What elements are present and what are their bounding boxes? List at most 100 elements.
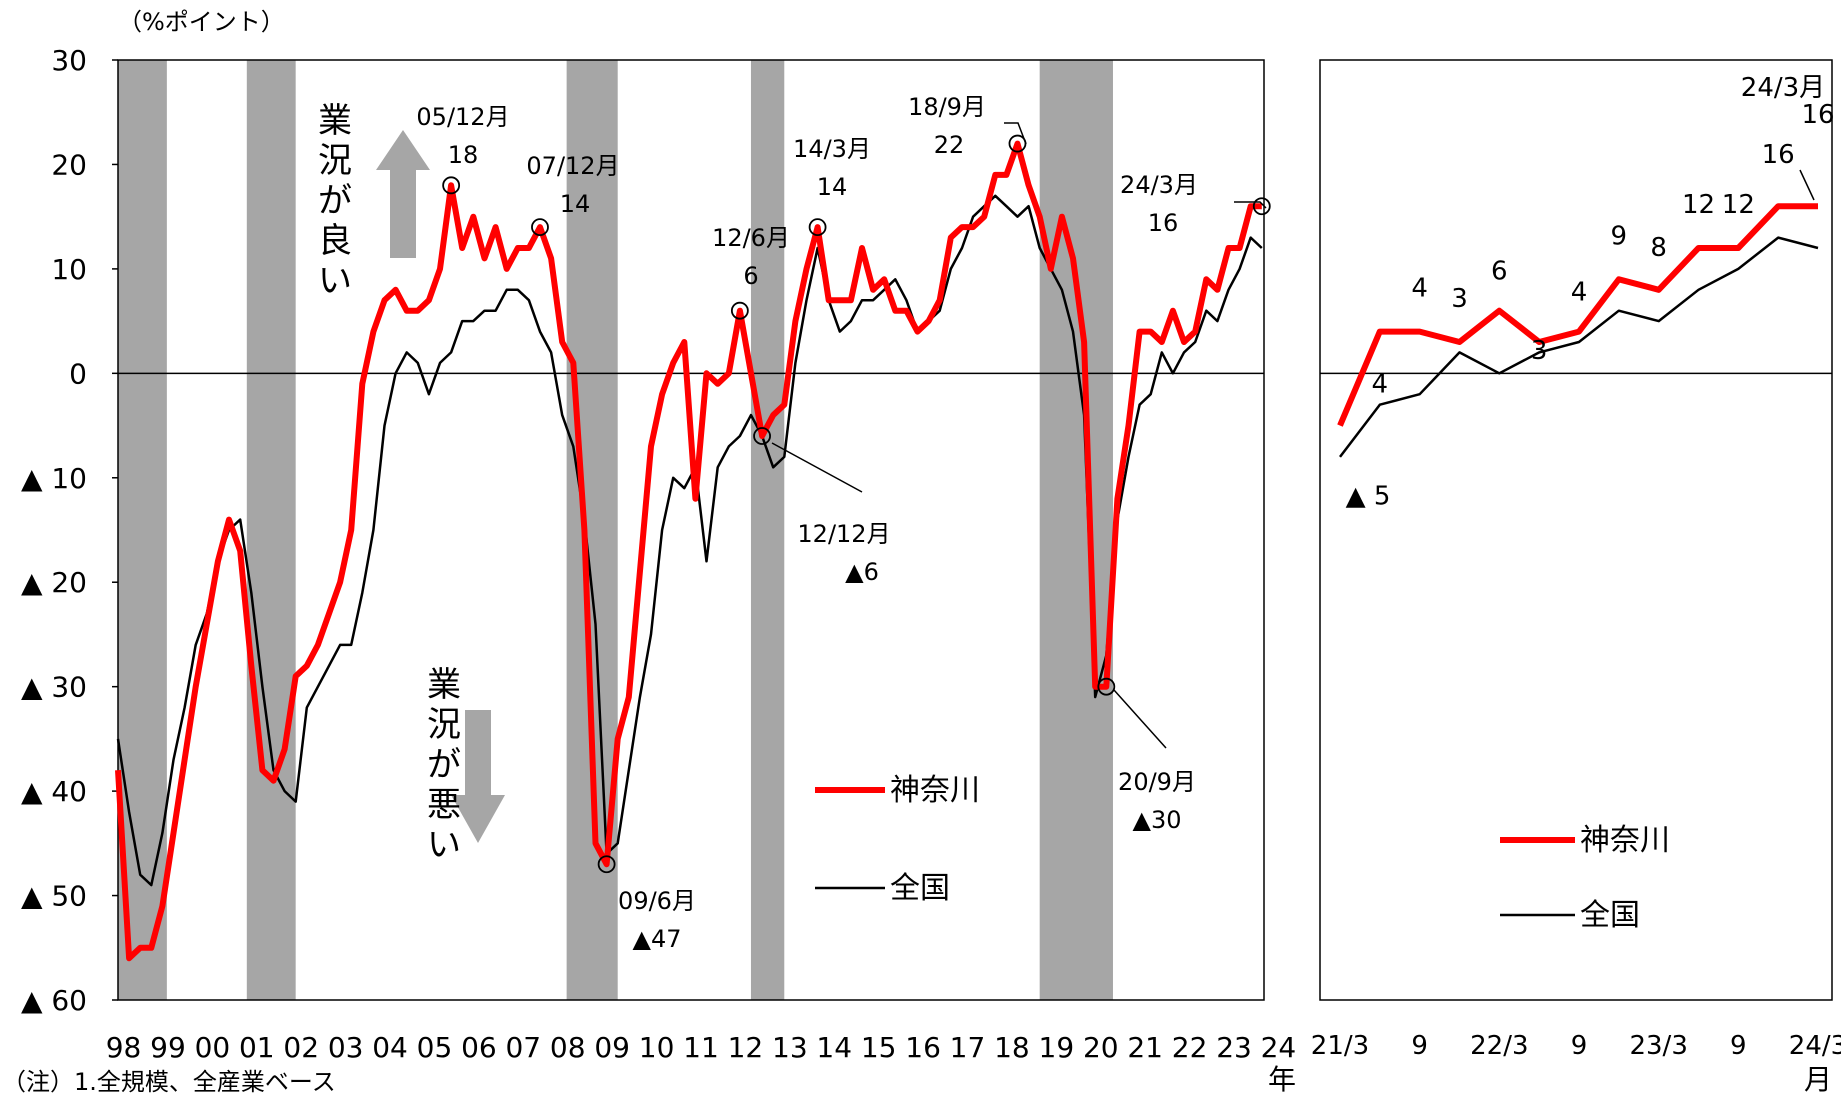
- zoom-data-label: 12: [1682, 190, 1715, 220]
- x-tick-label: 98: [106, 1031, 142, 1064]
- annotation-leader: [1234, 201, 1267, 209]
- annotation-value: 14: [560, 190, 591, 218]
- annotation-bad-char: 悪: [427, 785, 461, 825]
- annotation-date: 12/12月: [797, 520, 890, 548]
- zoom-data-label: 4: [1411, 274, 1428, 304]
- annotation-good-char: い: [318, 261, 352, 301]
- y-tick-label: ▲ 10: [21, 462, 87, 495]
- zoom-frame: [1319, 59, 1833, 1001]
- y-tick-label: ▲ 30: [21, 671, 87, 704]
- annotation-value: ▲6: [845, 558, 879, 586]
- y-tick-label: 0: [69, 357, 87, 390]
- x-tick-label: 08: [550, 1031, 586, 1064]
- recession-band: [1039, 60, 1113, 1000]
- x-tick-label: 17: [950, 1031, 986, 1064]
- legend-label-kanagawa: 神奈川: [890, 773, 980, 808]
- annotation-good: 業況が良い: [318, 101, 352, 301]
- y-tick-label: ▲ 60: [21, 984, 87, 1017]
- x-tick-label: 15: [861, 1031, 897, 1064]
- zoom-x-tick-label: 24/3: [1789, 1031, 1841, 1061]
- zoom-x-tick-label: 9: [1571, 1031, 1588, 1061]
- peak-marker: [753, 427, 771, 445]
- y-tick-label: ▲ 50: [21, 880, 87, 913]
- annotation-bad-char: が: [427, 745, 461, 785]
- zoom-data-label: 12: [1722, 190, 1755, 220]
- annotation-date: 12/6月: [712, 224, 790, 252]
- annotation-bad-char: い: [427, 825, 461, 865]
- x-tick-label: 10: [639, 1031, 675, 1064]
- zoom-data-label: 9: [1611, 221, 1628, 251]
- zoom-series-kanagawa-line: [1337, 203, 1818, 427]
- annotation-value: 16: [1148, 209, 1179, 237]
- zoom-data-label: 4: [1372, 370, 1389, 400]
- x-tick-label: 20: [1083, 1031, 1119, 1064]
- x-tick-label: 13: [772, 1031, 808, 1064]
- x-tick-label: 18: [994, 1031, 1030, 1064]
- peak-marker: [730, 301, 749, 320]
- annotation-date: 24/3月: [1120, 171, 1198, 199]
- zoom-annotation-leader: [1799, 169, 1815, 201]
- annotation-date: 07/12月: [526, 152, 619, 180]
- footnote: （注）1.全規模、全産業ベース: [2, 1068, 336, 1093]
- peak-marker: [442, 176, 461, 195]
- y-axis-unit-label: （%ポイント）: [118, 8, 285, 36]
- zoom-data-label: 3: [1451, 284, 1468, 314]
- annotation-bad: 業況が悪い: [427, 665, 461, 865]
- x-tick-label: 02: [283, 1031, 319, 1064]
- annotation-good-char: 業: [318, 101, 352, 141]
- annotation-leader: [1004, 122, 1027, 145]
- x-tick-label: 09: [594, 1031, 630, 1064]
- x-tick-label: 99: [150, 1031, 186, 1064]
- plot-frame: [117, 59, 1265, 1001]
- x-tick-label: 22: [1172, 1031, 1208, 1064]
- recession-band: [118, 60, 167, 1000]
- peak-marker: [597, 855, 616, 874]
- zoom-data-label: 4: [1571, 278, 1588, 308]
- annotation-date: 05/12月: [416, 103, 509, 131]
- annotation-date: 18/9月: [908, 93, 986, 121]
- recession-band: [750, 60, 785, 1000]
- y-tick-label: ▲ 40: [21, 775, 87, 808]
- annotation-value: 6: [743, 262, 758, 290]
- peak-marker: [808, 218, 827, 237]
- y-tick-label: 30: [51, 44, 87, 77]
- x-tick-label: 24: [1261, 1031, 1297, 1064]
- x-tick-label: 03: [328, 1031, 364, 1064]
- annotation-leader: [1113, 689, 1167, 749]
- annotation-good-char: 況: [318, 141, 352, 181]
- series-national-line: [116, 194, 1263, 887]
- zoom-data-label: 8: [1650, 233, 1667, 263]
- x-axis-unit-label: 年: [1268, 1063, 1296, 1093]
- zoom-data-label: ▲ 5: [1346, 482, 1391, 512]
- annotation-bad-char: 況: [427, 705, 461, 745]
- x-tick-label: 23: [1216, 1031, 1252, 1064]
- zoom-x-tick-label: 23/3: [1629, 1031, 1687, 1061]
- x-tick-label: 07: [505, 1031, 541, 1064]
- y-tick-label: ▲ 20: [21, 566, 87, 599]
- annotation-value: ▲47: [633, 925, 682, 953]
- annotation-good-char: が: [318, 181, 352, 221]
- annotation-date: 09/6月: [618, 887, 696, 915]
- y-tick-label: 20: [51, 148, 87, 181]
- annotation-value: 22: [934, 131, 965, 159]
- recession-band: [246, 60, 296, 1000]
- x-tick-label: 16: [905, 1031, 941, 1064]
- zoom-annotation-date: 24/3月: [1741, 73, 1825, 103]
- annotation-value: ▲30: [1133, 806, 1182, 834]
- x-tick-label: 12: [728, 1031, 764, 1064]
- x-tick-label: 19: [1039, 1031, 1075, 1064]
- x-tick-label: 04: [372, 1031, 408, 1064]
- x-tick-label: 06: [461, 1031, 497, 1064]
- zoom-data-label: 16: [1762, 140, 1795, 170]
- x-tick-label: 21: [1127, 1031, 1163, 1064]
- zoom-series-national-line: [1339, 236, 1819, 458]
- zoom-data-label: 3: [1531, 336, 1548, 366]
- annotation-value: 18: [448, 141, 479, 169]
- x-tick-label: 00: [195, 1031, 231, 1064]
- peak-marker: [531, 218, 549, 237]
- annotation-date: 14/3月: [793, 135, 871, 163]
- legend-label-national: 全国: [890, 871, 950, 906]
